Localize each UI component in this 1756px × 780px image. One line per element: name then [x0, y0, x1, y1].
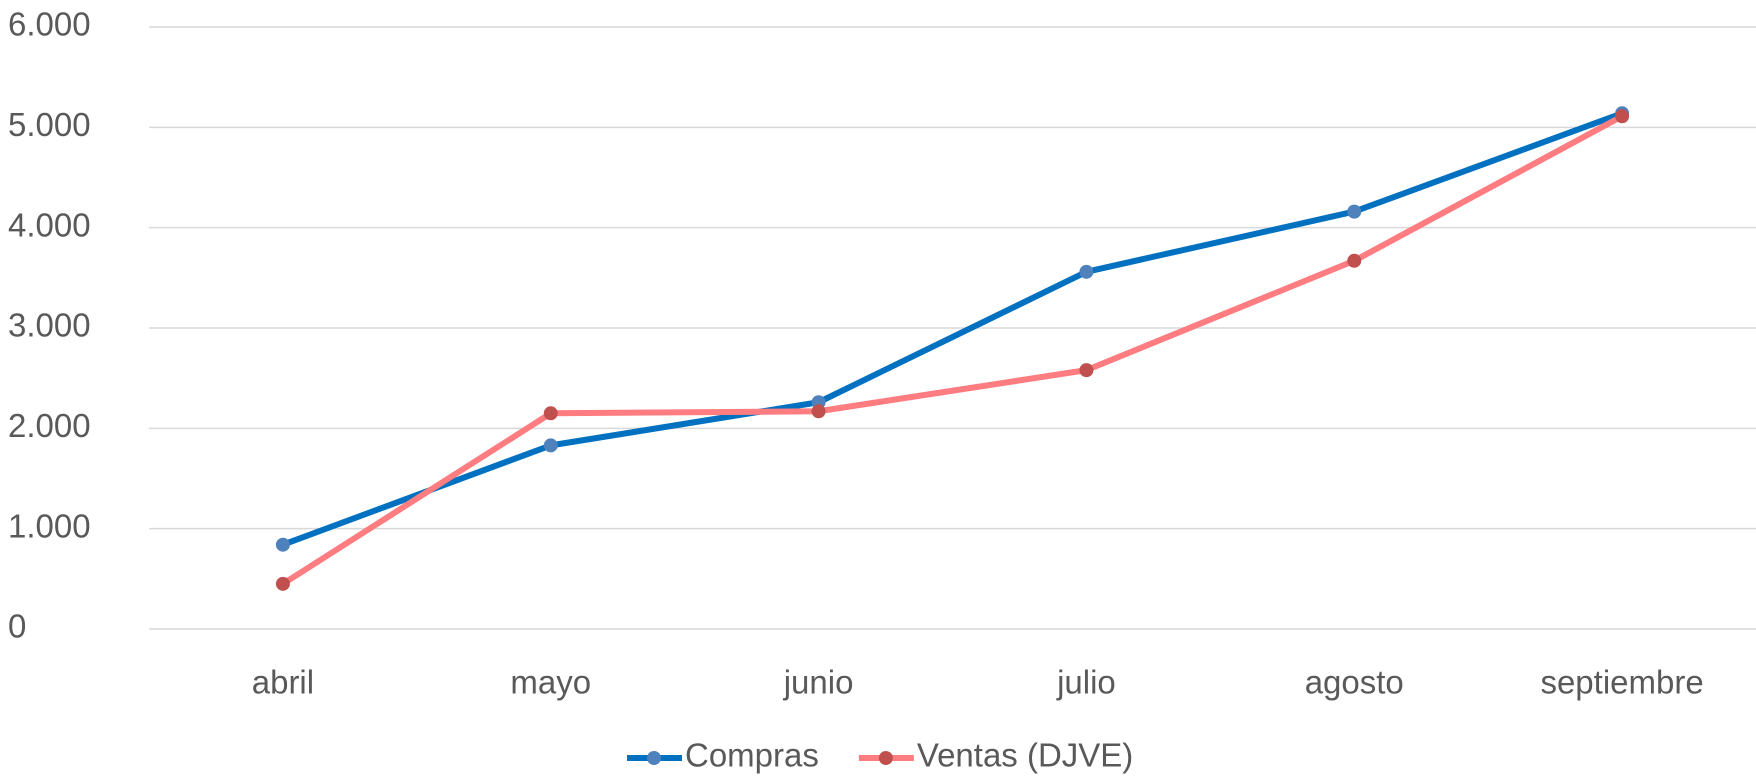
- x-tick-label: septiembre: [1540, 664, 1703, 701]
- legend-marker: [647, 751, 661, 765]
- y-tick-label: 0: [8, 608, 26, 645]
- y-tick-label: 6.000: [8, 6, 91, 43]
- series-line: [281, 110, 1624, 548]
- legend-label: Compras: [685, 737, 819, 774]
- y-tick-label: 2.000: [8, 407, 91, 444]
- legend-marker: [878, 751, 893, 765]
- x-tick-label: mayo: [510, 664, 591, 701]
- y-tick-label: 3.000: [8, 307, 91, 344]
- legend-label: Ventas (DJVE): [917, 737, 1133, 774]
- series-line: [281, 113, 1624, 587]
- x-tick-label: julio: [1056, 664, 1116, 701]
- marker: [1079, 363, 1094, 378]
- marker: [1347, 204, 1362, 219]
- marker: [543, 406, 558, 421]
- marker: [1079, 264, 1094, 279]
- marker: [1615, 109, 1630, 124]
- x-tick-label: abril: [252, 664, 314, 701]
- marker: [1347, 253, 1362, 268]
- marker: [811, 404, 826, 419]
- marker: [275, 537, 290, 552]
- x-tick-label: junio: [783, 664, 854, 701]
- marker: [543, 438, 558, 453]
- y-tick-label: 5.000: [8, 106, 91, 143]
- y-tick-label: 4.000: [8, 206, 91, 243]
- y-tick-label: 1.000: [8, 507, 91, 544]
- marker: [275, 576, 290, 591]
- x-tick-label: agosto: [1305, 664, 1404, 701]
